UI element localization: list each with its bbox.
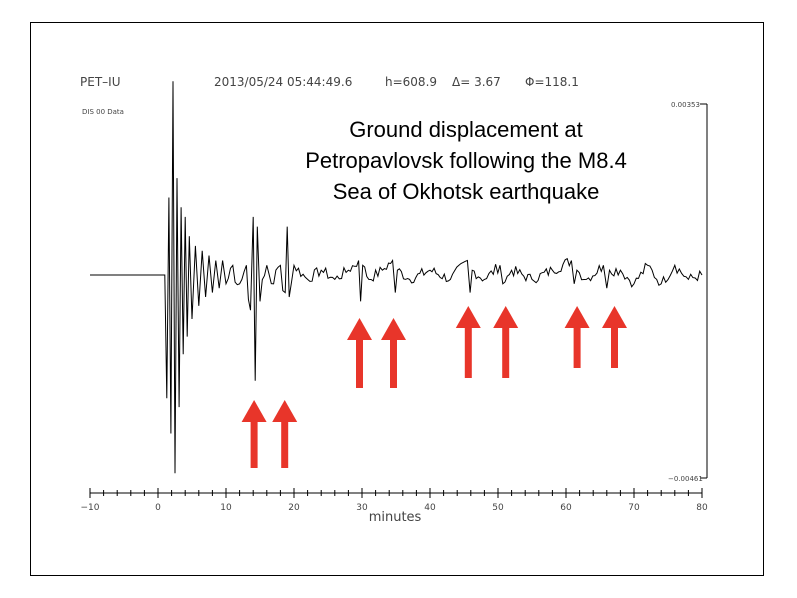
phase-arrow: [564, 306, 590, 368]
x-tick-label: 60: [560, 503, 572, 513]
chart-title-line-3: Sea of Okhotsk earthquake: [333, 179, 600, 204]
x-tick-label: 10: [220, 503, 232, 513]
phase-arrow: [381, 318, 406, 388]
depth-label: h=608.9: [385, 75, 437, 89]
x-tick-label: 70: [628, 503, 640, 513]
x-tick-label: 20: [288, 503, 300, 513]
phase-arrow: [347, 318, 372, 388]
x-tick-label: 80: [696, 503, 708, 513]
phase-arrow: [241, 400, 267, 468]
plot-frame: [30, 22, 764, 576]
channel-label: DIS 00 Data: [82, 108, 124, 116]
phase-arrow: [455, 306, 481, 378]
datetime-label: 2013/05/24 05:44:49.6: [214, 75, 352, 89]
displacement-trace: [90, 81, 703, 474]
station-label: PET–IU: [80, 75, 120, 89]
distance-label: Δ= 3.67: [452, 75, 501, 89]
phase-arrow: [602, 306, 627, 368]
phase-arrow: [493, 306, 519, 378]
x-tick-label: 50: [492, 503, 504, 513]
chart-title-line-1: Ground displacement at: [349, 117, 583, 142]
x-tick-label: −10: [81, 503, 100, 513]
x-tick-label: 0: [155, 503, 161, 513]
azimuth-label: Φ=118.1: [525, 75, 579, 89]
phase-arrows: [241, 306, 627, 468]
chart-title-line-2: Petropavlovsk following the M8.4: [305, 148, 627, 173]
x-axis-label: minutes: [369, 510, 422, 525]
amplitude-max-label: 0.00353: [671, 101, 700, 109]
x-tick-label: 30: [356, 503, 368, 513]
x-axis-ticks: −10 0 10 20 30 40 50 60 70 80: [81, 488, 708, 513]
phase-arrow: [272, 400, 298, 468]
amplitude-min-label: −0.00461: [668, 475, 703, 483]
x-tick-label: 40: [424, 503, 436, 513]
